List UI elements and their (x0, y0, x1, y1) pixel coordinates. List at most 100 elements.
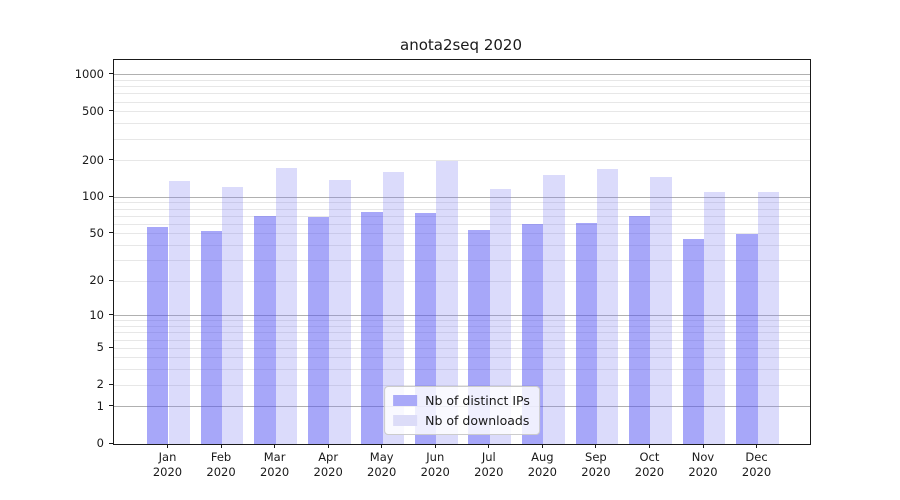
y-tick-label-500: 500 (82, 103, 104, 118)
y-tick-label-1: 1 (96, 398, 104, 413)
y-gridline-minor (114, 208, 810, 210)
x-tick-mark (220, 444, 222, 448)
y-gridline-minor (114, 320, 810, 322)
legend-item-downloads: Nb of downloads (393, 413, 530, 428)
y-gridline-minor (114, 233, 810, 235)
y-gridline-minor (114, 384, 810, 386)
bar-downloads-sep (596, 169, 619, 444)
legend-item-distinct-ips: Nb of distinct IPs (393, 393, 530, 408)
y-gridline-minor (114, 111, 810, 113)
x-tick-label-jun: Jun 2020 (420, 450, 450, 479)
bar-distinct-ips-may (361, 211, 383, 444)
x-tick-mark (488, 444, 490, 448)
y-tick-label-10: 10 (89, 307, 104, 322)
y-gridline-minor (114, 357, 810, 359)
y-tick-label-0: 0 (96, 436, 104, 450)
y-gridline-minor (114, 86, 810, 88)
y-gridline-major (114, 74, 810, 76)
y-tick-mark (109, 110, 113, 112)
legend-swatch-downloads-icon (393, 415, 418, 426)
bar-distinct-ips-dec (736, 233, 758, 444)
x-tick-label-mar: Mar 2020 (259, 450, 290, 479)
y-gridline-minor (114, 260, 810, 261)
x-tick-label-nov: Nov 2020 (688, 450, 718, 479)
y-gridline-minor (114, 123, 810, 125)
x-tick-mark (274, 444, 276, 448)
y-tick-mark (109, 195, 113, 197)
legend-label-distinct-ips: Nb of distinct IPs (425, 393, 530, 408)
x-tick-mark (702, 444, 704, 448)
x-tick-mark (167, 444, 168, 448)
legend-label-downloads: Nb of downloads (425, 413, 530, 428)
chart-title: anota2seq 2020 (400, 36, 522, 54)
y-tick-label-100: 100 (82, 189, 104, 204)
x-tick-mark (595, 444, 597, 448)
plot-area: Nb of distinct IPs Nb of downloads (113, 59, 811, 445)
x-tick-label-sep: Sep 2020 (581, 450, 611, 479)
x-tick-mark (434, 444, 436, 448)
bar-distinct-ips-oct (629, 216, 651, 444)
bar-distinct-ips-nov (682, 239, 704, 444)
y-tick-mark (109, 405, 113, 407)
x-tick-label-jul: Jul 2020 (474, 450, 504, 479)
bar-downloads-dec (757, 192, 779, 444)
y-tick-label-50: 50 (89, 225, 104, 240)
y-gridline-minor (114, 101, 810, 103)
y-gridline-minor (114, 326, 810, 328)
y-tick-mark (109, 279, 113, 281)
x-tick-label-feb: Feb 2020 (206, 450, 236, 479)
y-tick-mark (109, 346, 113, 348)
bar-distinct-ips-sep (575, 222, 597, 444)
bar-distinct-ips-mar (254, 216, 276, 444)
legend: Nb of distinct IPs Nb of downloads (384, 386, 540, 435)
y-gridline-major (114, 196, 810, 198)
y-tick-label-200: 200 (82, 152, 104, 167)
y-gridline-minor (114, 202, 810, 204)
bar-downloads-jan (168, 180, 190, 444)
y-tick-mark (109, 442, 113, 444)
bar-distinct-ips-jan (147, 227, 169, 444)
legend-swatch-distinct-ips-icon (393, 395, 418, 406)
y-gridline-minor (114, 347, 810, 349)
y-tick-mark (109, 73, 113, 75)
bar-downloads-may (382, 171, 405, 444)
y-gridline-minor (114, 280, 810, 282)
bar-downloads-oct (650, 177, 672, 444)
x-tick-mark (648, 444, 650, 448)
y-gridline-minor (114, 138, 810, 140)
y-tick-mark (109, 159, 113, 161)
y-tick-label-20: 20 (89, 273, 104, 288)
y-tick-label-5: 5 (96, 340, 104, 355)
x-tick-label-apr: Apr 2020 (313, 450, 343, 479)
x-tick-label-jan: Jan 2020 (152, 450, 183, 479)
y-gridline-minor (114, 332, 810, 334)
x-tick-mark (541, 444, 543, 448)
y-tick-label-2: 2 (96, 377, 104, 392)
bar-downloads-apr (329, 180, 351, 444)
y-gridline-minor (114, 79, 810, 81)
y-gridline-minor (114, 160, 810, 162)
bar-downloads-jul (489, 189, 512, 444)
bar-distinct-ips-apr (307, 217, 330, 444)
bar-distinct-ips-feb (200, 230, 223, 444)
bar-downloads-aug (543, 174, 565, 444)
bar-downloads-feb (222, 186, 244, 444)
y-tick-label-1000: 1000 (74, 66, 104, 81)
y-gridline-minor (114, 93, 810, 95)
x-tick-mark (327, 444, 329, 448)
y-gridline-minor (114, 223, 810, 225)
bar-downloads-jun (436, 160, 458, 444)
x-tick-label-aug: Aug 2020 (527, 450, 557, 479)
bar-downloads-nov (704, 191, 726, 444)
x-tick-label-oct: Oct 2020 (634, 450, 665, 479)
x-tick-label-dec: Dec 2020 (741, 450, 772, 479)
y-tick-mark (109, 232, 113, 234)
y-gridline-minor (114, 369, 810, 371)
y-gridline-minor (114, 339, 810, 341)
y-gridline-minor (114, 215, 810, 217)
x-tick-mark (756, 444, 758, 448)
y-tick-mark (109, 314, 113, 316)
x-tick-label-may: May 2020 (367, 450, 397, 479)
y-gridline-major (114, 315, 810, 317)
